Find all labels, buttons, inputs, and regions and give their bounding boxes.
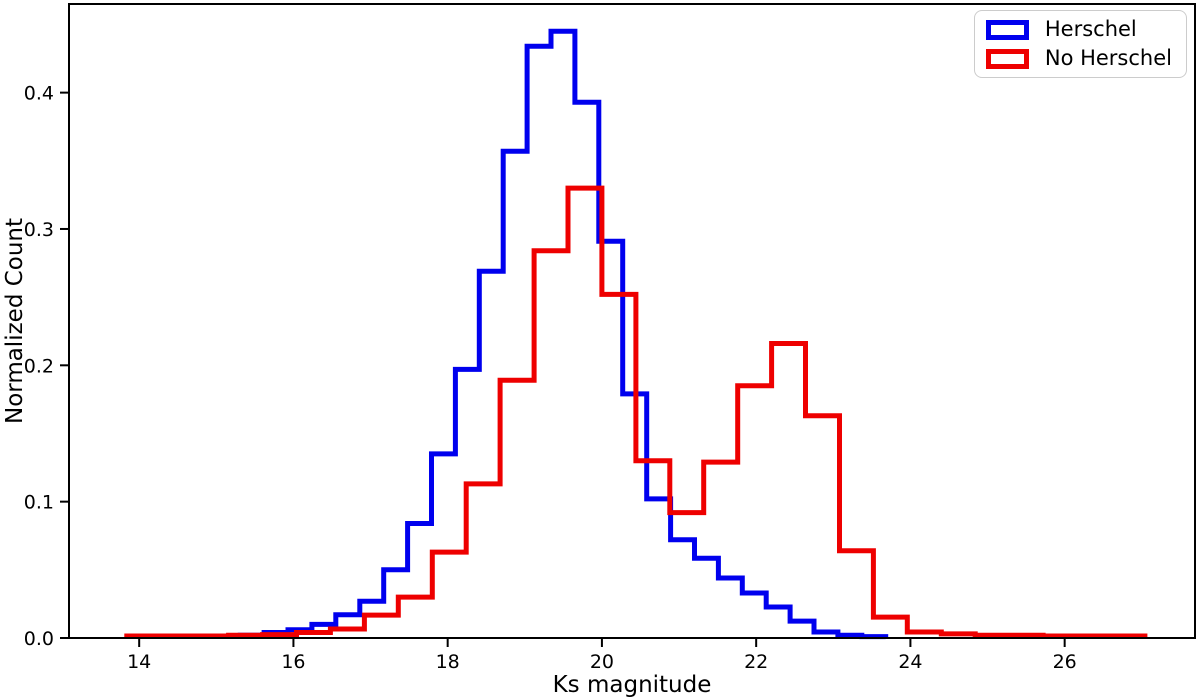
axis-ticks: 14 16 18 20 22 24 26 0.0 0.1 0.2 0.3 0.4 xyxy=(24,83,1077,673)
x-tick-label: 16 xyxy=(281,651,305,673)
x-tick-label: 18 xyxy=(436,651,460,673)
no-herschel-swatch-icon xyxy=(985,48,1029,69)
y-tick-label: 0.3 xyxy=(24,219,54,241)
series-herschel xyxy=(237,28,889,640)
herschel-swatch-icon xyxy=(985,19,1029,40)
legend-item-herschel: Herschel xyxy=(985,17,1172,41)
legend-label-herschel: Herschel xyxy=(1044,17,1137,41)
x-tick-label: 24 xyxy=(898,651,922,673)
y-tick-label: 0.4 xyxy=(24,83,54,105)
legend-item-no-herschel: No Herschel xyxy=(985,46,1172,70)
x-axis-label: Ks magnitude xyxy=(553,672,712,697)
y-axis-label: Normalized Count xyxy=(2,218,28,424)
x-tick-label: 20 xyxy=(590,651,614,673)
legend-label-no-herschel: No Herschel xyxy=(1044,46,1172,70)
x-tick-label: 26 xyxy=(1053,651,1077,673)
x-tick-label: 14 xyxy=(127,651,151,673)
y-tick-label: 0.0 xyxy=(24,628,54,650)
histogram-series xyxy=(124,28,1148,640)
y-tick-label: 0.2 xyxy=(24,355,54,377)
legend: Herschel No Herschel xyxy=(973,10,1187,78)
x-tick-label: 22 xyxy=(744,651,768,673)
y-tick-label: 0.1 xyxy=(24,492,54,514)
plot-border xyxy=(68,3,1196,639)
series-no-herschel xyxy=(124,185,1148,639)
